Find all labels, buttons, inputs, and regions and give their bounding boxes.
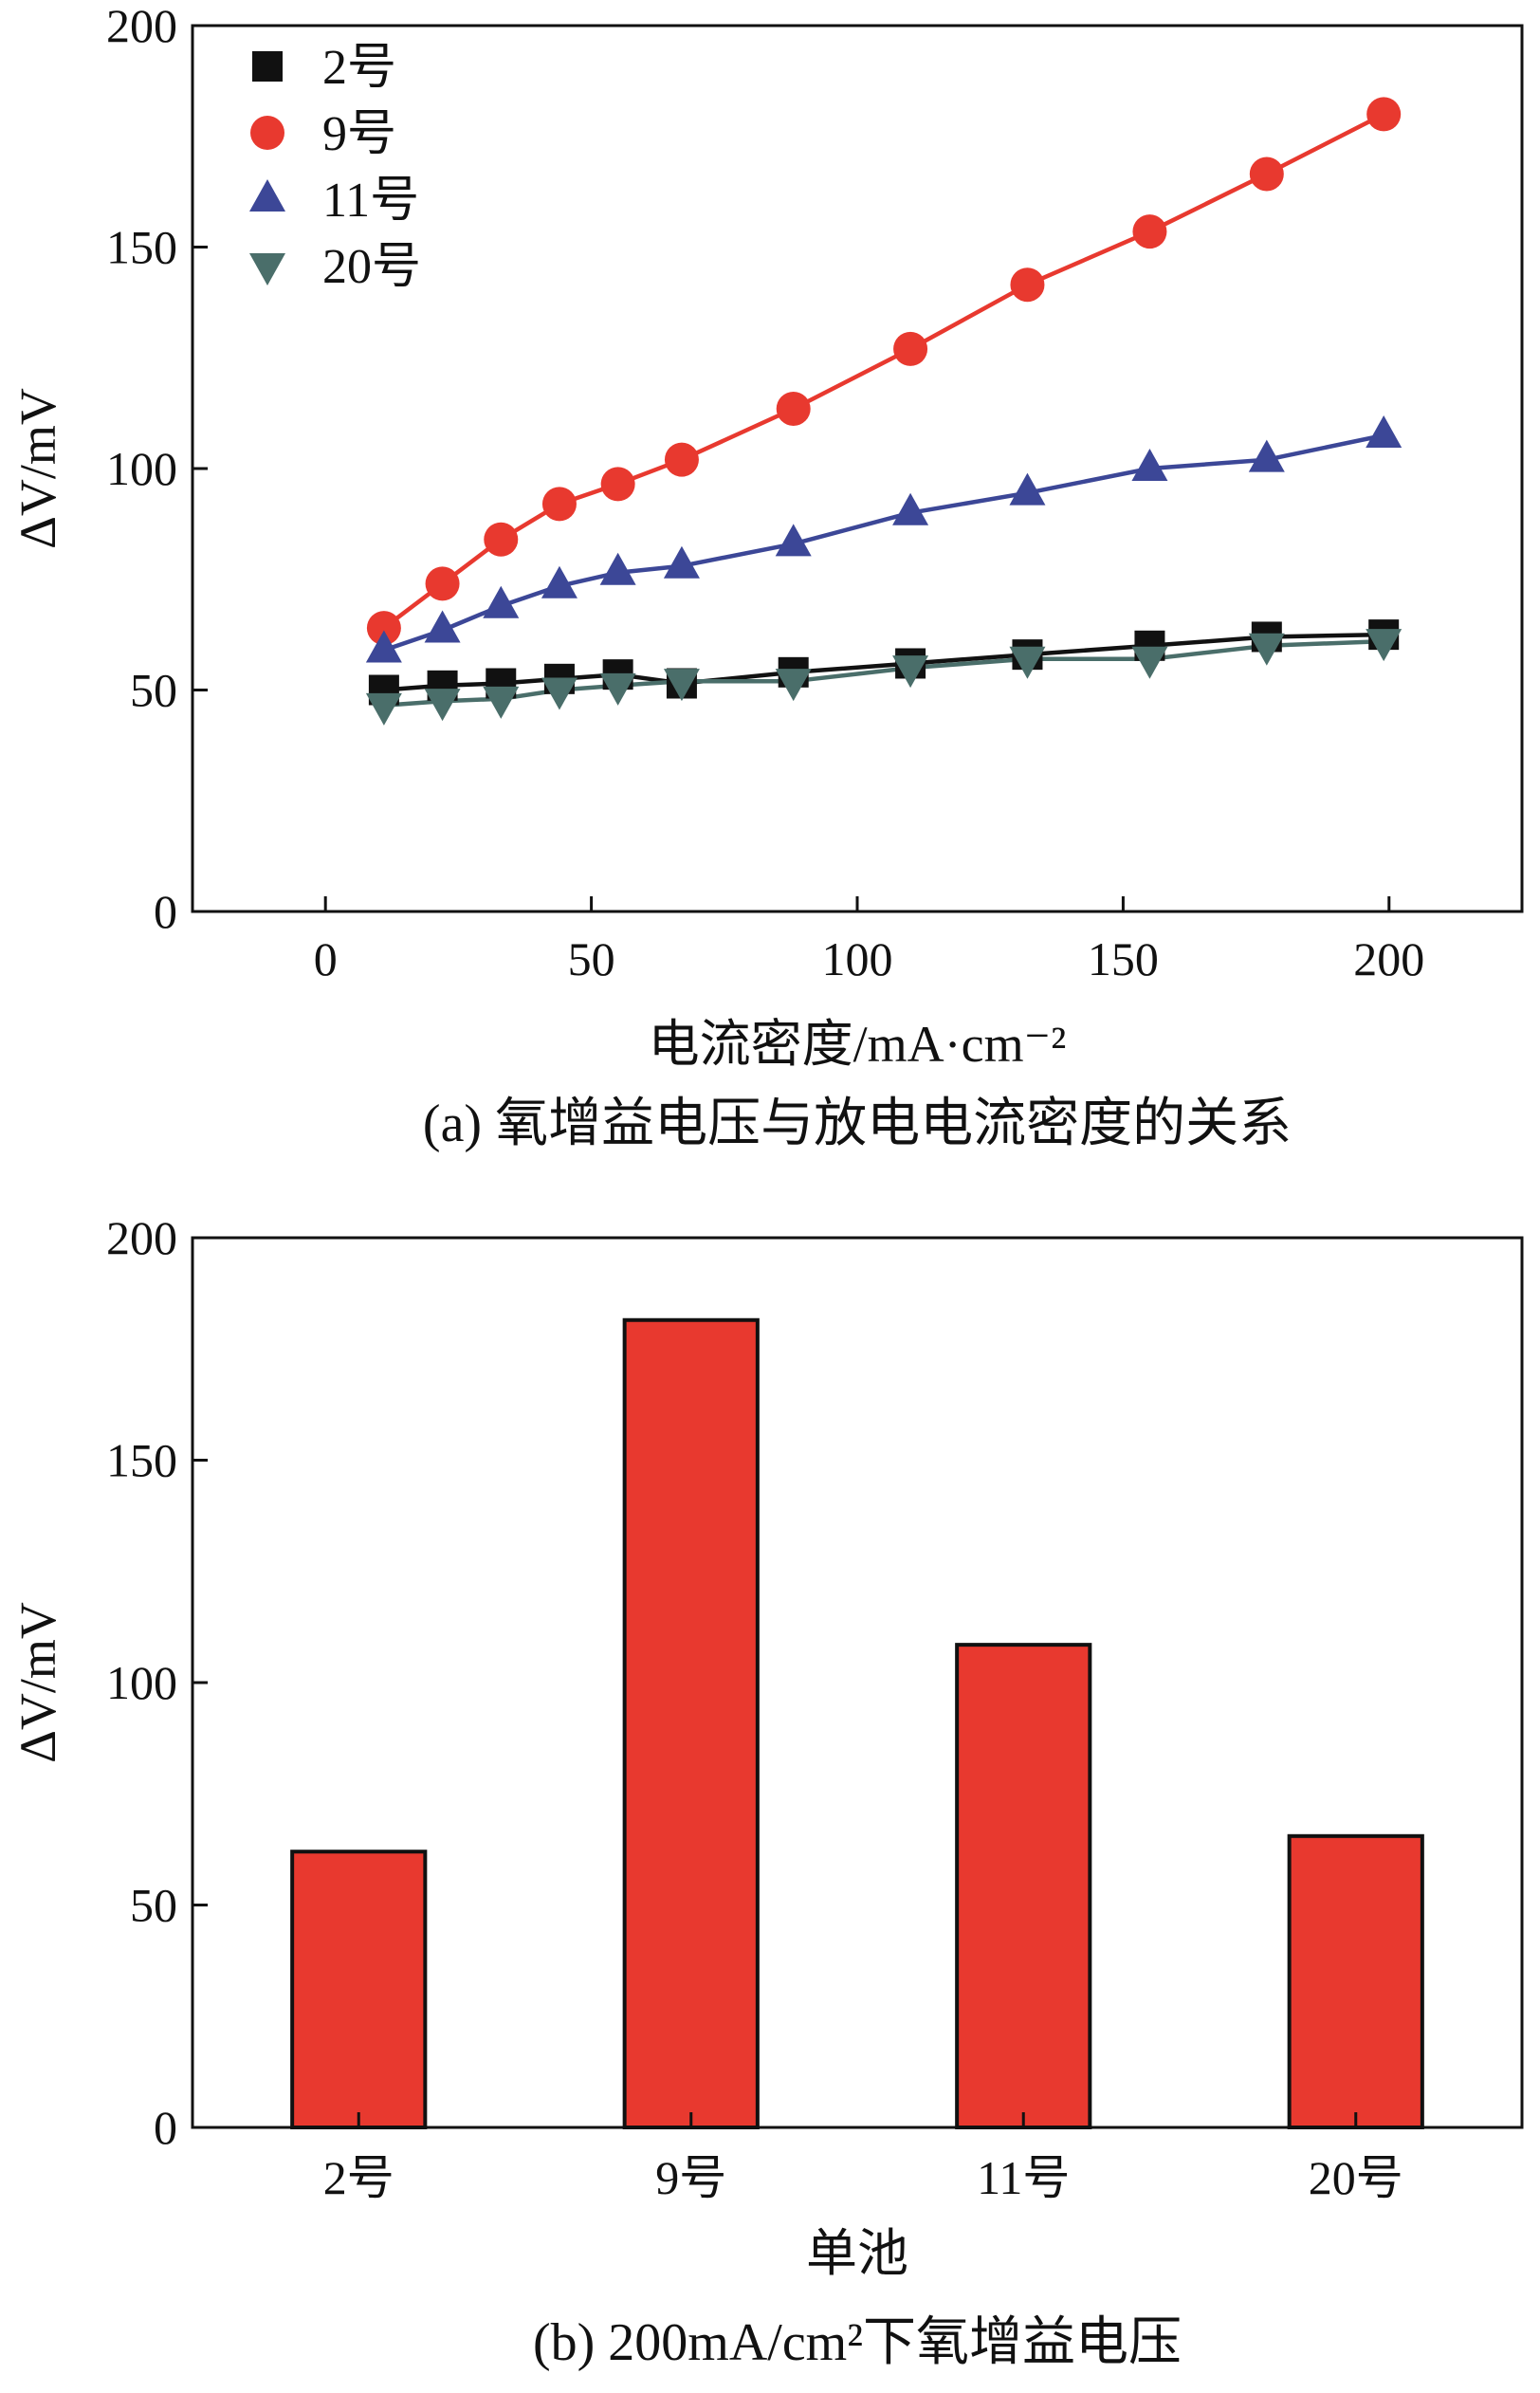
y-tick-label: 150 — [106, 1434, 177, 1487]
data-point — [599, 672, 636, 706]
y-axis-label-b: ΔV/mV — [9, 1602, 66, 1763]
data-point — [541, 677, 578, 710]
caption-a: (a) 氧增益电压与放电电流密度的关系 — [423, 1095, 1292, 1153]
data-point — [484, 522, 519, 557]
x-tick-label: 0 — [314, 932, 338, 985]
series-line-2 — [383, 433, 1384, 653]
legend-label: 20号 — [322, 240, 421, 294]
data-point — [893, 331, 928, 366]
data-point — [1249, 156, 1284, 192]
data-point — [775, 524, 812, 557]
legend-label: 9号 — [322, 107, 396, 161]
x-axis-label-b: 单池 — [806, 2225, 908, 2282]
y-tick-label: 100 — [106, 1656, 177, 1709]
legend-marker — [252, 51, 283, 82]
y-ticks-a: 0 50 100 150 200 — [106, 0, 208, 938]
data-point — [1248, 633, 1285, 666]
data-point — [541, 487, 577, 522]
legend-a: 2号 9号 11号 20号 — [249, 41, 421, 294]
y-tick-label: 50 — [130, 664, 177, 717]
data-point — [365, 692, 402, 726]
data-point — [366, 611, 401, 646]
x-tick-label: 150 — [1088, 932, 1159, 985]
x-ticks-a: 0 50 100 150 200 — [314, 896, 1424, 985]
legend-marker — [249, 253, 285, 285]
x-tick-label: 20号 — [1309, 2151, 1403, 2204]
data-point — [1131, 449, 1168, 481]
data-point — [1248, 439, 1285, 472]
series-line-1 — [382, 112, 1385, 630]
y-tick-label: 0 — [154, 885, 177, 938]
x-axis-label-a: 电流密度/mA·cm⁻² — [649, 1016, 1067, 1073]
data-point — [1131, 646, 1168, 679]
legend-marker — [249, 179, 285, 212]
data-point — [892, 655, 929, 689]
series-lines-a — [382, 112, 1385, 709]
x-tick-label: 200 — [1353, 932, 1424, 985]
data-point — [541, 565, 578, 598]
series-line-3 — [383, 638, 1384, 709]
x-tick-label: 2号 — [323, 2151, 394, 2204]
data-point — [365, 630, 402, 663]
x-tick-label: 9号 — [655, 2151, 726, 2204]
data-point — [599, 552, 636, 585]
legend-marker — [250, 116, 284, 150]
bar — [290, 1850, 428, 2129]
data-point — [663, 545, 700, 579]
data-point — [1009, 646, 1046, 679]
legend-label: 2号 — [322, 41, 396, 95]
legend-label: 11号 — [322, 174, 419, 228]
y-tick-label: 150 — [106, 221, 177, 274]
bar — [622, 1317, 760, 2129]
data-point — [425, 566, 460, 601]
x-tick-label: 50 — [568, 932, 615, 985]
data-point — [424, 610, 461, 643]
panel-b-bar-chart: 0 50 100 150 200 2号 9号 11号 20号 ΔV/mV 单池 (b) 200… — [9, 1211, 1524, 2372]
series-markers-a — [365, 97, 1402, 726]
data-point — [892, 492, 929, 525]
data-point — [1366, 629, 1402, 662]
y-tick-label: 200 — [106, 1211, 177, 1264]
caption-b: (b) 200mA/cm²下氧增益电压 — [533, 2313, 1182, 2372]
data-point — [1009, 472, 1046, 506]
x-tick-label: 11号 — [977, 2151, 1070, 2204]
y-tick-label: 50 — [130, 1879, 177, 1932]
data-point — [600, 467, 635, 502]
data-point — [1366, 97, 1402, 132]
y-tick-label: 0 — [154, 2101, 177, 2154]
data-point — [663, 669, 700, 702]
data-point — [424, 689, 461, 722]
x-ticks-b: 2号 9号 11号 20号 — [323, 2112, 1403, 2204]
y-tick-label: 200 — [106, 0, 177, 52]
data-point — [1010, 267, 1045, 303]
data-point — [483, 585, 520, 618]
y-tick-label: 100 — [106, 442, 177, 495]
y-axis-label-a: ΔV/mV — [9, 388, 66, 549]
data-point — [483, 686, 520, 719]
bar — [1287, 1833, 1424, 2130]
data-point — [664, 442, 699, 477]
data-point — [1132, 214, 1167, 249]
bars-b — [290, 1317, 1424, 2130]
x-tick-label: 100 — [822, 932, 893, 985]
data-point — [776, 391, 811, 426]
series-line-0 — [383, 632, 1384, 692]
data-point — [775, 669, 812, 702]
y-ticks-b: 0 50 100 150 200 — [106, 1211, 208, 2154]
panel-a-line-chart: 0 50 100 150 200 0 50 100 150 200 2号 9号 11号 20号 ΔV/… — [9, 0, 1524, 1153]
bar — [955, 1643, 1092, 2129]
data-point — [1366, 414, 1402, 448]
